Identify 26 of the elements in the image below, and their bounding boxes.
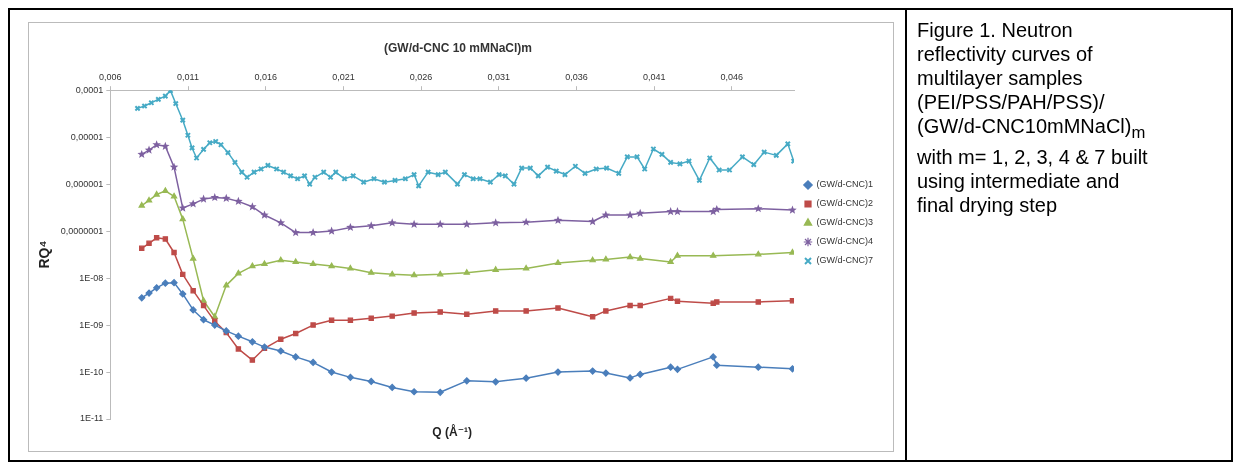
legend-label: (GW/d-CNC)4 [816, 236, 873, 247]
x-tick-label: 0,006 [99, 72, 122, 83]
x-tick-label: 0,041 [642, 72, 666, 83]
legend-label: (GW/d-CNC)2 [816, 198, 873, 209]
y-tick-label: 1E-09 [79, 319, 104, 330]
x-tick-label: 0,021 [332, 72, 355, 83]
x-tick-label: 0,016 [254, 72, 277, 83]
y-tick-label: 1E-10 [79, 366, 104, 377]
y-tick-label: 0,000001 [65, 178, 104, 189]
legend-label: (GW/d-CNC)1 [816, 179, 873, 190]
x-tick-label: 0,031 [487, 72, 511, 83]
x-tick-label: 0,026 [409, 72, 433, 83]
legend-label: (GW/d-CNC)3 [816, 217, 873, 228]
y-tick-label: 0,00001 [70, 131, 104, 142]
y-axis-title: RQ⁴ [36, 240, 53, 269]
y-tick-label: 1E-11 [79, 413, 104, 424]
x-tick-label: 0,011 [177, 72, 199, 83]
text: Figure 1. Neutron reflectivity curves of multilayer samples (PEI/PSS/PAH/PSS)/ (GW/d-CNC10mMNaCl)$_{m}$ with m= 1, 2, 3, 4 & 7 built using intermediate and final drying step [917, 19, 1148, 216]
chart-title: (GW/d-CNC 10 mMNaCl)m [383, 40, 533, 55]
x-axis-title: Q (Å⁻¹) [432, 424, 473, 440]
legend-label: (GW/d-CNC)7 [816, 255, 873, 266]
y-tick-label: 0,0001 [75, 84, 104, 95]
y-tick-label: 1E-08 [79, 272, 104, 283]
x-tick-label: 0,036 [565, 72, 588, 83]
x-tick-label: 0,046 [720, 72, 744, 83]
y-tick-label: 0,0000001 [60, 225, 104, 236]
